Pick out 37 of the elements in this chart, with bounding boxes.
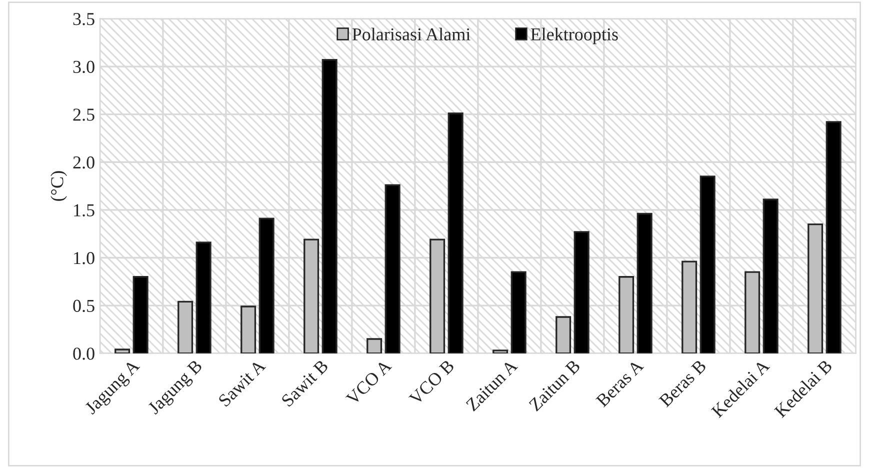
x-tick-label: VCO B <box>408 359 455 406</box>
y-tick-label: 2.5 <box>73 108 94 121</box>
bar <box>430 238 446 354</box>
y-tick-label: 0.0 <box>73 348 94 360</box>
bar <box>196 242 212 354</box>
bar <box>574 231 590 354</box>
bar <box>384 184 400 354</box>
y-tick-label: 1.5 <box>74 204 94 216</box>
legend-label: Polarisasi Alami <box>352 28 470 40</box>
y-tick-label: 0.5 <box>73 300 94 312</box>
bar <box>682 260 698 354</box>
y-tick-label: 1.0 <box>74 252 94 264</box>
bar <box>366 338 382 354</box>
bar <box>700 176 716 354</box>
bar <box>132 276 148 354</box>
bar <box>510 271 526 354</box>
bar <box>240 306 256 354</box>
bar <box>304 238 320 354</box>
bar <box>762 198 778 354</box>
bar <box>556 316 572 354</box>
bar <box>448 112 464 354</box>
y-tick-label: 3.5 <box>73 13 94 26</box>
bar <box>258 218 274 354</box>
legend-label: Elektrooptis <box>530 28 618 44</box>
x-tick-label: VCO A <box>345 358 392 406</box>
y-tick-label: 2.0 <box>73 156 94 169</box>
bar <box>636 212 652 354</box>
y-axis-title: (°C) <box>50 171 67 201</box>
bar <box>744 271 760 354</box>
bar <box>114 348 130 354</box>
bar <box>826 121 842 354</box>
bar <box>618 276 634 354</box>
y-tick-label: 3.0 <box>73 60 94 74</box>
bar <box>808 223 824 354</box>
bar <box>178 300 194 354</box>
bar <box>322 58 338 354</box>
bar <box>492 350 508 354</box>
